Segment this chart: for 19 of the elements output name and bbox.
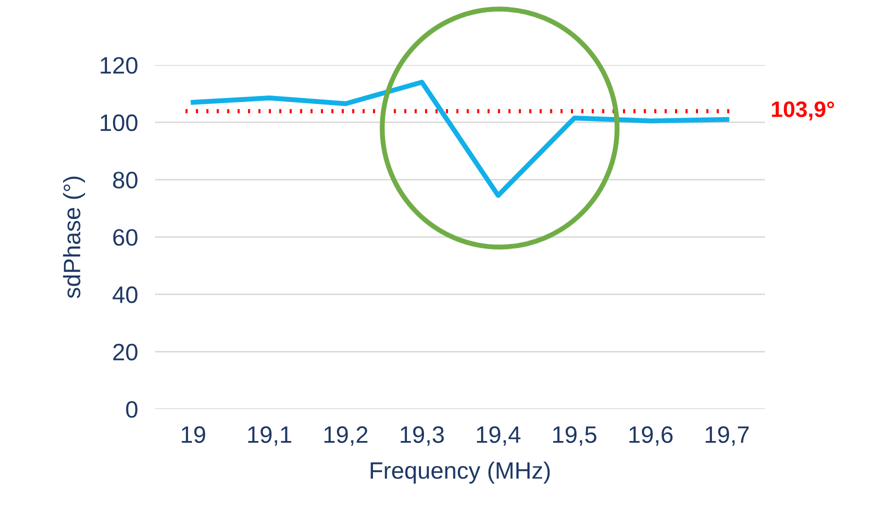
x-tick-label: 19,1 [248,426,292,446]
x-tick-label: 19,7 [706,426,749,446]
y-axis-title: sdPhase (°) [63,176,86,298]
x-tick-label: 19,2 [324,426,368,446]
y-tick-label: 100 [100,114,138,132]
line-series [190,80,730,198]
y-tick-label: 20 [113,344,138,360]
y-tick-label: 40 [112,286,138,304]
x-tick-label: 19,4 [476,426,520,446]
ref-line-label: 103,9° [772,101,834,120]
x-axis-title: Frequency (MHz) [370,462,550,484]
y-tick-label: 120 [100,57,138,74]
y-tick-label: 80 [113,172,138,188]
x-tick-label: 19,3 [400,426,444,446]
x-tick-label: 19,5 [553,426,596,446]
y-tick-label: 0 [126,401,138,418]
x-tick-label: 19 [182,426,206,444]
y-tick-label: 60 [113,229,138,246]
x-tick-label: 19,6 [629,426,673,446]
